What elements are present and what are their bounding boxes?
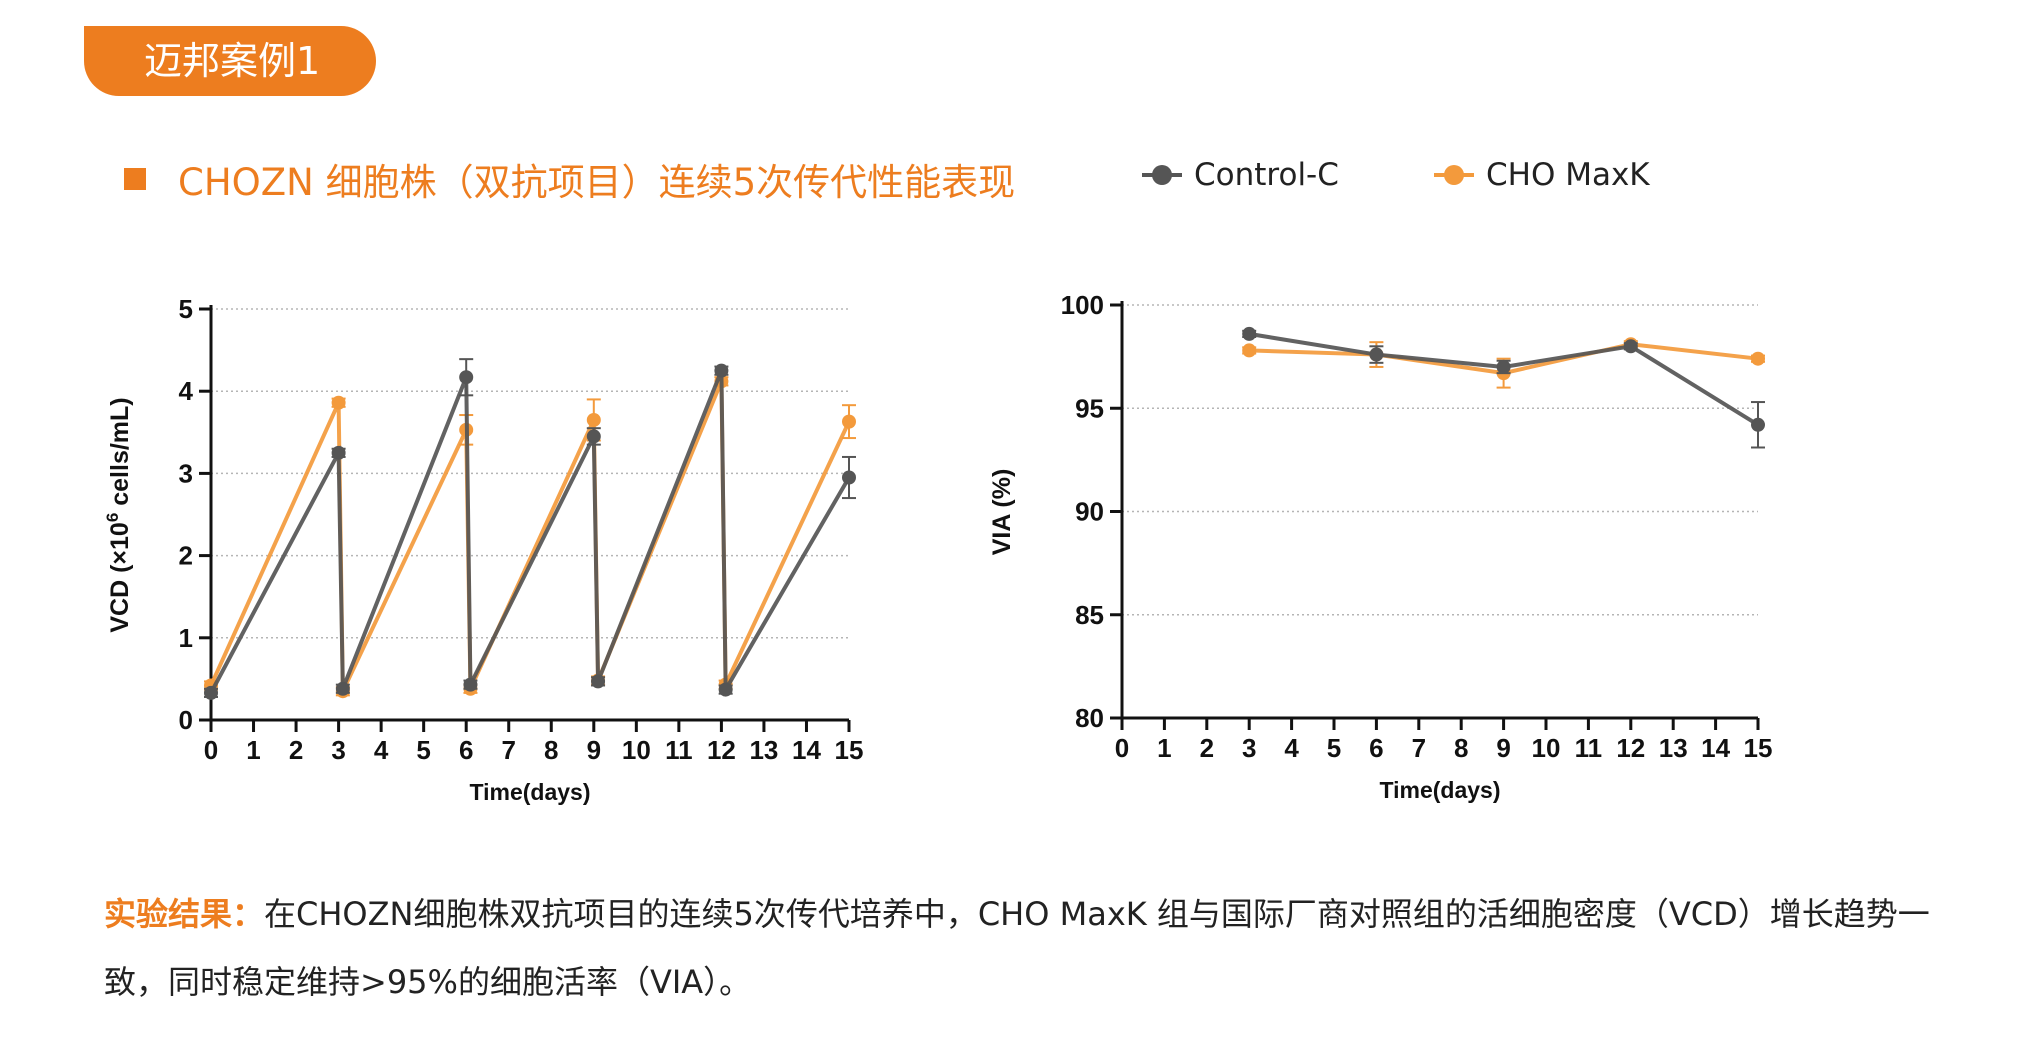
vcd-x-tick-label: 11 — [665, 735, 693, 765]
vcd-y-label-sup: 6 — [103, 513, 122, 522]
result-label: 实验结果： — [104, 895, 265, 933]
vcd-y-tick-label: 2 — [179, 541, 193, 571]
vcd-data-point-maxk — [842, 414, 856, 429]
section-heading: CHOZN 细胞株（双抗项目）连续5次传代性能表现 — [124, 152, 1015, 206]
vcd-x-tick-label: 10 — [622, 735, 651, 765]
vcd-data-point-control — [459, 370, 474, 385]
legend-swatch-control — [1142, 163, 1182, 187]
legend-label-control: Control-C — [1194, 157, 1339, 193]
result-paragraph: 实验结果：在CHOZN细胞株双抗项目的连续5次传代培养中，CHO MaxK 组与… — [104, 880, 1944, 1016]
vcd-data-point-control — [204, 685, 218, 700]
vcd-data-point-maxk — [586, 412, 601, 427]
vcd-x-tick-label: 8 — [544, 735, 558, 765]
vcd-y-tick-label: 5 — [179, 294, 193, 324]
vcd-y-tick-label: 3 — [179, 458, 193, 488]
vcd-x-tick-label: 9 — [587, 735, 601, 765]
vcd-y-tick-label: 0 — [179, 705, 193, 735]
vcd-x-axis-label: Time(days) — [469, 779, 590, 805]
vcd-data-point-maxk — [331, 395, 346, 410]
vcd-x-tick-label: 0 — [204, 735, 218, 765]
vcd-y-tick-label: 4 — [179, 376, 194, 406]
vcd-x-tick-label: 5 — [416, 735, 430, 765]
legend-item-control: Control-C — [1142, 157, 1339, 193]
vcd-y-label-main: VCD (×10 — [106, 522, 134, 632]
vcd-y-axis-label: VCD (×106 cells/mL) — [103, 397, 134, 632]
vcd-x-tick-label: 4 — [374, 735, 389, 765]
legend-label-maxk: CHO MaxK — [1486, 157, 1650, 193]
case-tag-label: 迈邦案例1 — [144, 39, 321, 83]
vcd-x-tick-label: 6 — [459, 735, 473, 765]
vcd-x-tick-label: 12 — [707, 735, 736, 765]
vcd-x-tick-label: 3 — [331, 735, 345, 765]
vcd-data-point-control — [714, 363, 729, 378]
vcd-x-tick-label: 14 — [792, 735, 821, 765]
heading-title: CHOZN 细胞株（双抗项目）连续5次传代性能表现 — [178, 161, 1016, 204]
vcd-data-point-control — [842, 470, 856, 485]
vcd-x-tick-label: 2 — [289, 735, 303, 765]
vcd-data-point-control — [335, 681, 350, 696]
vcd-data-point-control — [586, 429, 601, 444]
vcd-series-line-control — [209, 369, 851, 697]
vcd-x-tick-label: 13 — [749, 735, 778, 765]
result-text: 在CHOZN细胞株双抗项目的连续5次传代培养中，CHO MaxK 组与国际厂商对… — [104, 895, 1930, 1001]
vcd-y-label-tail: cells/mL) — [106, 397, 134, 512]
vcd-y-tick-label: 1 — [179, 623, 193, 653]
legend-item-maxk: CHO MaxK — [1434, 157, 1650, 193]
vcd-data-point-control — [463, 677, 478, 692]
vcd-x-tick-label: 15 — [835, 735, 864, 765]
case-tag: 迈邦案例1 — [84, 26, 376, 96]
vcd-x-tick-label: 1 — [246, 735, 260, 765]
legend-swatch-maxk — [1434, 163, 1474, 187]
heading-bullet — [124, 168, 146, 190]
vcd-data-point-control — [331, 445, 346, 460]
vcd-data-point-control — [591, 674, 606, 689]
vcd-x-tick-label: 7 — [501, 735, 515, 765]
vcd-data-point-control — [718, 682, 733, 697]
